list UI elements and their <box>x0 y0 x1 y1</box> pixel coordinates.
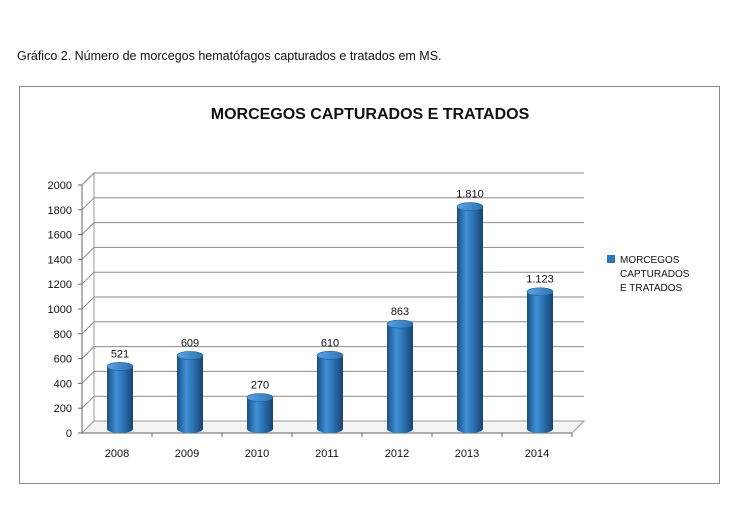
bar <box>386 319 414 433</box>
legend-swatch <box>607 255 615 263</box>
gridline <box>81 222 584 235</box>
bar-body <box>387 323 413 433</box>
gridline <box>81 370 584 384</box>
bar <box>526 287 554 433</box>
x-tick-label: 2010 <box>245 448 269 460</box>
x-tick-label: 2013 <box>455 448 479 460</box>
gridline <box>81 172 584 186</box>
gridline <box>81 271 584 285</box>
axes: 0 200 400 600 800 1000 1200 1400 1600 1800 2000 200… <box>48 180 573 460</box>
y-tick-label: 1400 <box>48 254 72 266</box>
y-tick-label: 1800 <box>48 205 72 217</box>
bar-cap <box>526 287 554 297</box>
x-tick-label: 2011 <box>315 448 339 460</box>
gridline <box>81 346 584 359</box>
y-tick-label: 1200 <box>48 279 72 291</box>
bar <box>176 351 204 433</box>
bar-body <box>247 397 273 433</box>
x-tick-label: 2012 <box>385 448 409 460</box>
y-tick-label: 800 <box>54 329 72 341</box>
bar-cap <box>176 351 204 360</box>
bar-body <box>527 291 553 433</box>
bar <box>316 351 344 433</box>
legend-label: E TRATADOS <box>620 283 683 294</box>
data-label: 610 <box>321 337 339 349</box>
bar-cap <box>456 202 484 211</box>
gridline <box>81 395 584 409</box>
data-label: 1.810 <box>456 189 484 201</box>
data-label: 863 <box>391 306 409 318</box>
legend: MORCEGOS CAPTURADOS E TRATADOS <box>607 255 690 294</box>
data-label: 521 <box>111 348 129 360</box>
legend-label: MORCEGOS <box>620 255 680 266</box>
bar-cap <box>246 393 274 402</box>
gridline <box>81 246 584 260</box>
bar <box>106 362 134 433</box>
bar-cap <box>386 319 414 329</box>
x-tick-label: 2014 <box>525 448 549 460</box>
bar <box>246 393 274 433</box>
bar-body <box>317 355 343 433</box>
bar-body <box>107 366 133 433</box>
bars <box>106 202 554 433</box>
bar <box>456 202 484 433</box>
data-label: 609 <box>181 337 199 349</box>
gridline <box>81 321 584 335</box>
legend-label: CAPTURADOS <box>620 269 690 280</box>
y-tick-label: 0 <box>66 428 72 440</box>
chart-title: MORCEGOS CAPTURADOS E TRATADOS <box>211 106 530 123</box>
bar-cap <box>106 362 134 371</box>
bar-body <box>457 206 483 433</box>
data-label: 1.123 <box>526 274 554 286</box>
data-labels: 521 609 270 610 863 1.810 1.123 <box>111 189 554 392</box>
bar-cap <box>316 351 344 360</box>
gridline <box>81 197 584 211</box>
y-tick-label: 400 <box>54 378 72 390</box>
chart-area <box>19 86 720 484</box>
y-tick-label: 200 <box>54 403 72 415</box>
y-tick-label: 2000 <box>48 180 72 192</box>
y-tick-label: 1000 <box>48 304 72 316</box>
bar-body <box>177 355 203 433</box>
y-tick-label: 1600 <box>48 230 72 242</box>
y-tick-label: 600 <box>54 354 72 366</box>
x-tick-label: 2008 <box>105 448 129 460</box>
data-label: 270 <box>251 380 269 392</box>
x-tick-label: 2009 <box>175 448 199 460</box>
gridline <box>81 296 584 310</box>
figure-caption: Gráfico 2. Número de morcegos hematófago… <box>17 49 442 63</box>
